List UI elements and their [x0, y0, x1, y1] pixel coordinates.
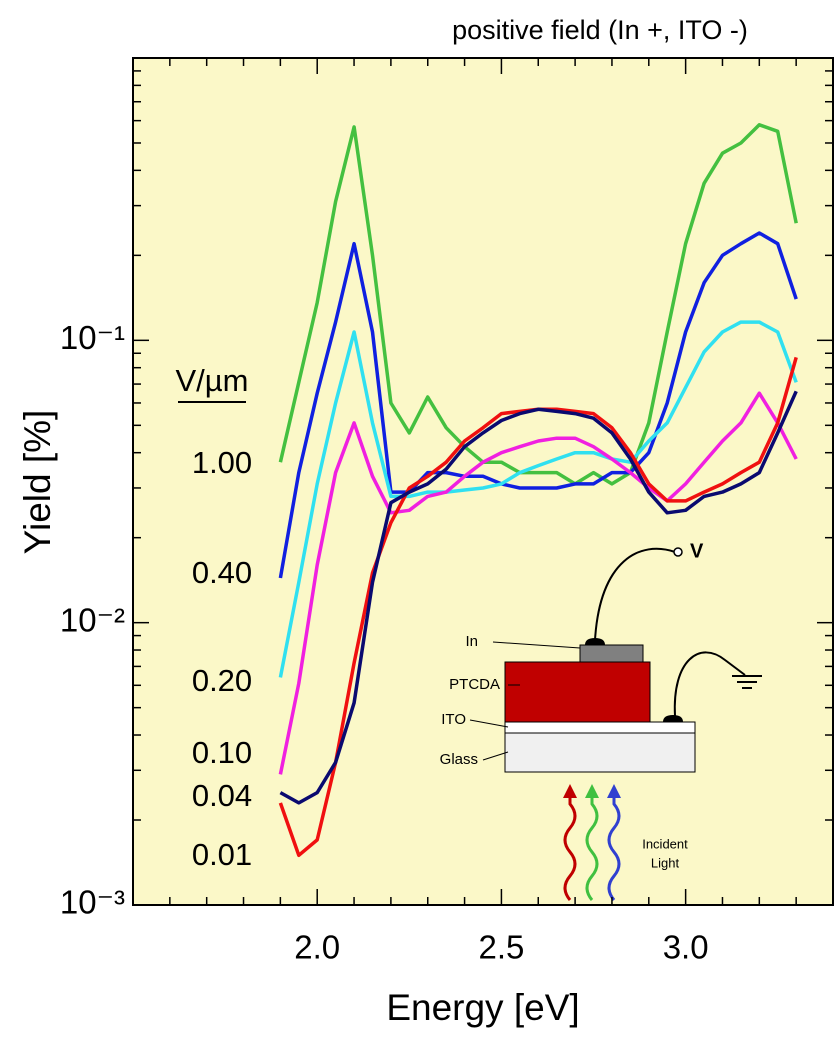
series-line: [278, 123, 798, 486]
x-tick-label: 2.0: [294, 929, 340, 966]
light-ray: [607, 790, 621, 901]
arrow-head: [563, 784, 577, 798]
pointer: [492, 641, 581, 649]
plot-frame: [132, 57, 834, 906]
light-ray: [563, 790, 577, 901]
x-axis-title: Energy [eV]: [386, 987, 579, 1028]
pointer: [482, 751, 509, 761]
in-layer: [579, 644, 644, 663]
legend-label: 0.40: [192, 555, 252, 590]
legend-label: 0.20: [192, 663, 252, 698]
inset-label: Light: [651, 855, 680, 870]
glass-layer: [504, 732, 696, 773]
inset-label: V: [690, 540, 704, 562]
ito-layer: [504, 721, 696, 734]
arrow-head: [607, 784, 621, 798]
ground-wire: [673, 651, 746, 717]
inset-label: Glass: [440, 751, 478, 768]
arrow-head: [585, 784, 599, 798]
series-line: [278, 231, 798, 579]
legend-label: 0.10: [192, 735, 252, 770]
inset-label: In: [465, 633, 478, 650]
terminal: [673, 547, 683, 557]
inset-label: Incident: [642, 836, 688, 851]
inset-label: ITO: [441, 711, 466, 728]
y-tick-label: 10⁻¹: [60, 319, 125, 356]
ito-contact: [663, 715, 683, 722]
series-line: [278, 391, 798, 775]
legend-title: V/µm: [176, 363, 249, 398]
wire: [594, 547, 676, 641]
x-tick-label: 3.0: [663, 929, 709, 966]
series-line: [278, 320, 798, 678]
light-ray: [585, 790, 599, 901]
legend-label: 1.00: [192, 445, 252, 480]
series-line: [279, 390, 798, 805]
in-contact: [585, 638, 605, 645]
legend-label: 0.01: [192, 837, 252, 872]
pointer: [469, 719, 509, 728]
chart-title: positive field (In +, ITO -): [452, 15, 748, 45]
inset-label: PTCDA: [449, 676, 500, 693]
legend-label: 0.04: [192, 778, 252, 813]
plot-area: [133, 58, 833, 905]
y-tick-label: 10⁻²: [60, 601, 125, 638]
lines: [278, 123, 798, 858]
y-tick-label: 10⁻³: [60, 884, 125, 921]
x-tick-label: 2.5: [478, 929, 524, 966]
y-axis-title: Yield [%]: [17, 410, 58, 555]
inset-diagram: In PTCDA ITO Glass V Incident Light: [440, 540, 762, 901]
ptcda-layer: [504, 661, 651, 723]
